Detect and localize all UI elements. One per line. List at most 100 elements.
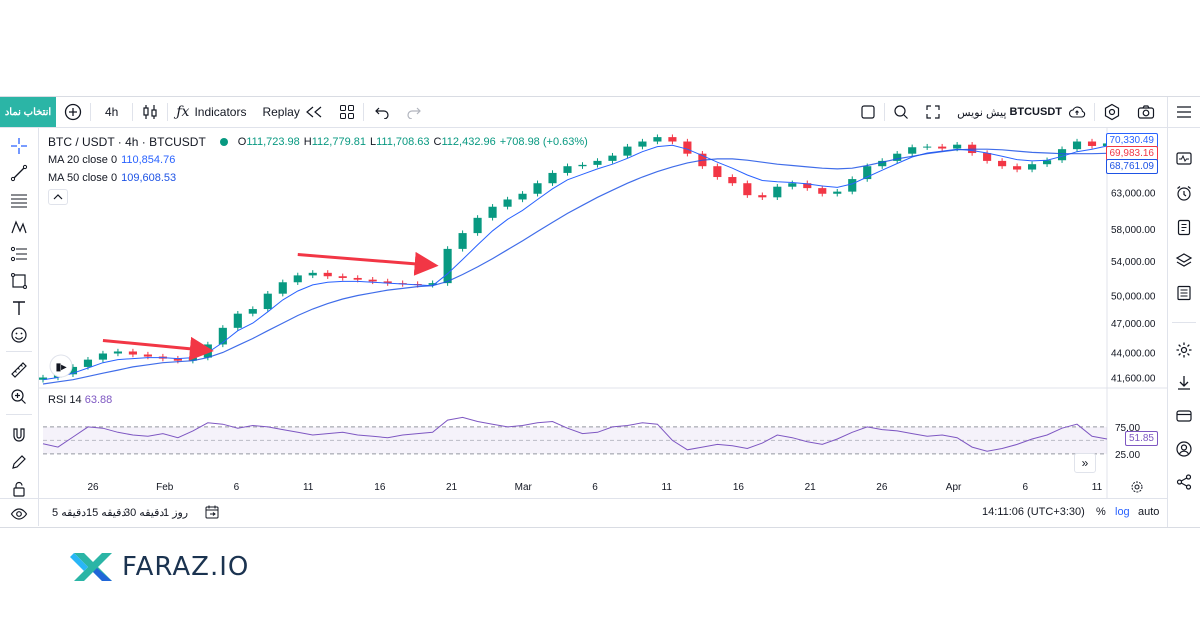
- faraz-x-icon: [70, 553, 112, 581]
- magnet-tool[interactable]: [9, 425, 29, 445]
- candle-body: [248, 309, 257, 314]
- time-tick-label: 26: [876, 482, 888, 493]
- chart-area[interactable]: 63,000.00 58,000.00 54,000.00 50,000.00 47,0…: [38, 128, 1168, 498]
- rsi-legend[interactable]: RSI 14 63.88: [48, 394, 112, 406]
- time-tick-label: 16: [374, 482, 386, 493]
- time-axis-settings-button[interactable]: [1130, 480, 1144, 499]
- share-icon: [1175, 473, 1193, 491]
- settings-button[interactable]: [1095, 97, 1129, 127]
- candle-body: [233, 313, 242, 328]
- candle-body: [308, 272, 317, 276]
- auto-toggle[interactable]: auto: [1138, 506, 1160, 518]
- collapse-legend-button[interactable]: [48, 189, 68, 205]
- indicators-button[interactable]: ƒx Indicators: [168, 97, 254, 127]
- measure-tool[interactable]: [9, 360, 29, 380]
- rewind-icon: [305, 105, 323, 119]
- legend-ma50[interactable]: MA 50 close 0 109,608.53: [48, 169, 588, 187]
- candle-body: [1087, 141, 1097, 146]
- timeframe-30m[interactable]: 30 دقیقه: [124, 507, 165, 519]
- candle-body: [98, 353, 108, 360]
- profile-button[interactable]: [1174, 439, 1194, 459]
- candle-body: [713, 166, 722, 178]
- pattern-tool[interactable]: [9, 217, 29, 237]
- calendar-range-icon: [204, 504, 220, 520]
- gear-icon: [1130, 480, 1144, 494]
- candle-body: [638, 141, 647, 147]
- timeframe-1d[interactable]: 1 روز: [163, 507, 189, 519]
- percent-toggle[interactable]: %: [1096, 506, 1106, 518]
- watchlist-button[interactable]: [1174, 149, 1194, 169]
- legend-ma20[interactable]: MA 20 close 0 110,854.76: [48, 151, 588, 169]
- fib-tool[interactable]: [9, 190, 29, 210]
- candle-body: [338, 276, 347, 278]
- redo-button[interactable]: [400, 97, 428, 127]
- replay-button[interactable]: Replay: [254, 97, 330, 127]
- emoji-tool[interactable]: [9, 325, 29, 345]
- symbol-title[interactable]: پیش نویس BTCUSDT: [949, 97, 1094, 127]
- quick-search-button[interactable]: [885, 97, 917, 127]
- horizontal-lines-icon: [10, 191, 28, 209]
- text-tool[interactable]: [9, 298, 29, 318]
- zoom-tool[interactable]: [9, 387, 29, 407]
- annotation-arrow: [102, 336, 214, 361]
- fullscreen-box-button[interactable]: [852, 97, 884, 127]
- candle-body: [833, 191, 842, 194]
- candle-body: [953, 144, 962, 149]
- prediction-tool[interactable]: [9, 244, 29, 264]
- rsi-tick-label: 25.00: [1115, 450, 1140, 461]
- trendline-tool[interactable]: [9, 163, 29, 183]
- date-range-button[interactable]: [204, 504, 220, 523]
- rsi-label: RSI 14: [48, 394, 82, 406]
- lock-tool[interactable]: [9, 479, 29, 499]
- alerts-button[interactable]: [1174, 183, 1194, 203]
- time-tick-label: Mar: [515, 482, 533, 493]
- price-tick-label: 54,000.00: [1111, 257, 1156, 268]
- bottom-toolbar: 5 دقیقه 15 دقیقه 30 دقیقه 1 روز 14:11:06…: [0, 498, 1168, 527]
- monitor-pulse-icon: [1175, 150, 1193, 168]
- camera-icon: [1137, 104, 1155, 120]
- snapshot-button[interactable]: [1129, 97, 1167, 127]
- redo-icon: [406, 105, 422, 119]
- download-button[interactable]: [1174, 373, 1194, 393]
- zoom-in-icon: [10, 388, 28, 406]
- eye-icon: [10, 505, 28, 523]
- chart-type-button[interactable]: [133, 97, 167, 127]
- crosshair-tool[interactable]: [9, 136, 29, 156]
- clock[interactable]: 14:11:06 (UTC+3:30): [982, 506, 1085, 518]
- draw-mode-tool[interactable]: [9, 452, 29, 472]
- chart-settings-button[interactable]: [1174, 340, 1194, 360]
- crosshair-icon: [10, 137, 28, 155]
- list-document-icon: [1175, 284, 1193, 302]
- add-symbol-button[interactable]: [56, 97, 90, 127]
- fullscreen-button[interactable]: [917, 97, 949, 127]
- candle-body: [443, 248, 452, 284]
- notes-button[interactable]: [1174, 217, 1194, 237]
- candle-body: [863, 166, 872, 180]
- price-chart[interactable]: 63,000.00 58,000.00 54,000.00 50,000.00 47,0…: [38, 128, 1168, 498]
- symbol-search-button[interactable]: انتخاب نماد: [0, 97, 56, 127]
- news-button[interactable]: [1174, 283, 1194, 303]
- shape-tool[interactable]: [9, 271, 29, 291]
- share-button[interactable]: [1174, 472, 1194, 492]
- market-status-dot: [219, 138, 228, 146]
- timeframe-15m[interactable]: 15 دقیقه: [86, 507, 127, 519]
- time-tick-label: Apr: [946, 482, 962, 493]
- interval-button[interactable]: 4h: [105, 105, 119, 119]
- layout-button[interactable]: [331, 97, 363, 127]
- log-toggle[interactable]: log: [1115, 506, 1130, 518]
- candle-body: [428, 283, 437, 285]
- trading-panel-button[interactable]: [1174, 406, 1194, 426]
- price-tick-label: 41,600.00: [1111, 374, 1156, 385]
- visibility-tool[interactable]: [9, 504, 29, 524]
- undo-button[interactable]: [364, 97, 400, 127]
- candle-body: [113, 351, 122, 354]
- faraz-logo: FARAZ.IO: [70, 545, 249, 589]
- candle-body: [893, 153, 902, 161]
- candle-body: [653, 137, 662, 142]
- timeframe-5m[interactable]: 5 دقیقه: [52, 507, 87, 519]
- scroll-to-latest-button[interactable]: »: [1074, 453, 1096, 473]
- layers-button[interactable]: [1174, 251, 1194, 271]
- divider: [132, 103, 134, 121]
- candle-body: [878, 160, 887, 167]
- rsi-tick-label: 75.00: [1115, 423, 1140, 434]
